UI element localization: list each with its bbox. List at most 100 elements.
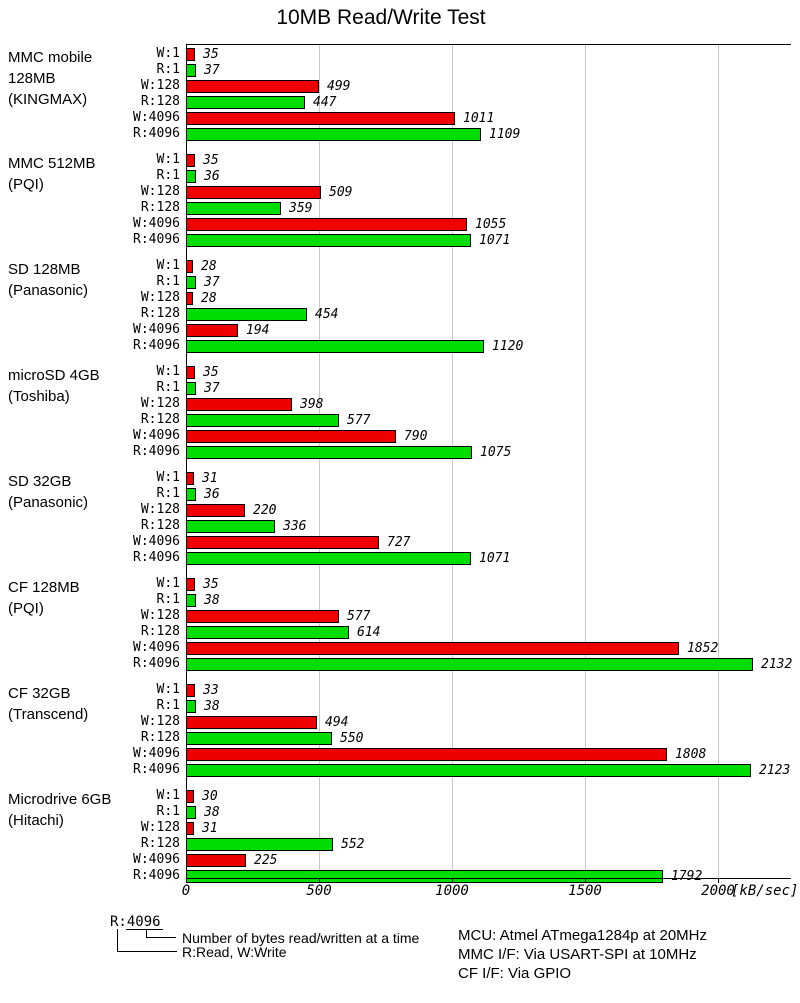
bar-row: R:128 359 bbox=[0, 200, 800, 216]
write-bar bbox=[186, 259, 193, 273]
bar-value-label: 35 bbox=[203, 152, 219, 168]
bar-value-label: 31 bbox=[202, 470, 218, 486]
bar-value-label: 499 bbox=[327, 78, 351, 94]
write-bar bbox=[186, 503, 245, 517]
bar-row: R:4096 1071 bbox=[0, 232, 800, 248]
device-label-line: (KINGMAX) bbox=[8, 91, 88, 108]
chart-group-7: W:1 30 R:1 38 W:128 31 R:128 552 W:4096 225 R:4096… bbox=[0, 788, 800, 884]
x-axis-tick-label-500: 500 bbox=[306, 883, 332, 899]
bar-value-label: 38 bbox=[204, 698, 220, 714]
bar-row-label: W:128 bbox=[140, 714, 180, 729]
x-axis-tick-0 bbox=[186, 879, 187, 883]
bar-value-label: 35 bbox=[203, 364, 219, 380]
write-bar bbox=[186, 291, 193, 305]
bar-row-label: W:4096 bbox=[133, 640, 180, 655]
bar-value-label: 37 bbox=[204, 274, 220, 290]
note-mcu: MCU: Atmel ATmega1284p at 20MHz bbox=[458, 927, 707, 944]
x-axis-tick-2000 bbox=[718, 879, 719, 883]
bar-row-label: R:1 bbox=[156, 168, 180, 183]
bar-value-label: 494 bbox=[325, 714, 349, 730]
bar-row-label: W:1 bbox=[156, 576, 180, 591]
read-bar bbox=[186, 95, 305, 109]
bar-row: W:1 28 bbox=[0, 258, 800, 274]
device-label-line: 128MB bbox=[8, 70, 56, 87]
read-bar bbox=[186, 763, 751, 777]
bar-value-label: 35 bbox=[203, 576, 219, 592]
bar-row: R:4096 1792 bbox=[0, 868, 800, 884]
bar-row-label: R:4096 bbox=[133, 126, 180, 141]
bar-row: W:1 30 bbox=[0, 788, 800, 804]
bar-value-label: 38 bbox=[204, 804, 220, 820]
write-bar bbox=[186, 715, 317, 729]
device-label-7: Microdrive 6GB (Hitachi) bbox=[8, 789, 168, 831]
bar-row-label: W:1 bbox=[156, 682, 180, 697]
bar-row-label: R:128 bbox=[140, 94, 180, 109]
read-bar bbox=[186, 519, 275, 533]
bar-row: R:4096 1109 bbox=[0, 126, 800, 142]
legend-connector-bytes-h bbox=[146, 937, 176, 938]
bar-row: W:128 509 bbox=[0, 184, 800, 200]
bar-row: W:128 220 bbox=[0, 502, 800, 518]
bar-value-label: 447 bbox=[313, 94, 337, 110]
bar-row-label: R:128 bbox=[140, 412, 180, 427]
write-bar bbox=[186, 789, 194, 803]
bar-value-label: 37 bbox=[204, 62, 220, 78]
bar-row-label: W:128 bbox=[140, 290, 180, 305]
bar-row-label: R:128 bbox=[140, 306, 180, 321]
bar-row: W:4096 1852 bbox=[0, 640, 800, 656]
bar-row: R:128 447 bbox=[0, 94, 800, 110]
bar-row: W:128 31 bbox=[0, 820, 800, 836]
bar-row-label: R:128 bbox=[140, 836, 180, 851]
bar-value-label: 1852 bbox=[687, 640, 719, 656]
read-bar bbox=[186, 657, 753, 671]
bar-row-label: W:128 bbox=[140, 184, 180, 199]
chart-group-1: W:1 35 R:1 36 W:128 509 R:128 359 W:4096 1055 R:40… bbox=[0, 152, 800, 248]
write-bar bbox=[186, 185, 321, 199]
bar-value-label: 1011 bbox=[463, 110, 495, 126]
bar-value-label: 35 bbox=[203, 46, 219, 62]
bar-row: R:1 37 bbox=[0, 274, 800, 290]
bar-row-label: R:4096 bbox=[133, 444, 180, 459]
read-bar bbox=[186, 731, 332, 745]
bar-row: W:128 499 bbox=[0, 78, 800, 94]
bar-row: W:4096 225 bbox=[0, 852, 800, 868]
bar-row: W:128 494 bbox=[0, 714, 800, 730]
write-bar bbox=[186, 217, 467, 231]
device-label-line: CF 32GB bbox=[8, 685, 71, 702]
bar-row: R:4096 1071 bbox=[0, 550, 800, 566]
bar-row-label: W:1 bbox=[156, 364, 180, 379]
device-label-line: (Toshiba) bbox=[8, 388, 70, 405]
bar-value-label: 220 bbox=[253, 502, 277, 518]
bar-value-label: 1109 bbox=[489, 126, 521, 142]
bar-row-label: W:1 bbox=[156, 46, 180, 61]
bar-row: W:128 28 bbox=[0, 290, 800, 306]
bar-value-label: 36 bbox=[204, 486, 220, 502]
read-bar bbox=[186, 625, 349, 639]
device-label-line: microSD 4GB bbox=[8, 367, 100, 384]
device-label-3: microSD 4GB (Toshiba) bbox=[8, 365, 168, 407]
chart-group-0: W:1 35 R:1 37 W:128 499 R:128 447 W:4096 1011 R:40… bbox=[0, 46, 800, 142]
bar-row-label: R:1 bbox=[156, 804, 180, 819]
write-bar bbox=[186, 535, 379, 549]
bar-value-label: 614 bbox=[357, 624, 381, 640]
read-bar bbox=[186, 445, 472, 459]
bar-row: R:128 454 bbox=[0, 306, 800, 322]
bar-value-label: 225 bbox=[254, 852, 278, 868]
bar-row-label: W:4096 bbox=[133, 216, 180, 231]
bar-row: R:4096 2123 bbox=[0, 762, 800, 778]
read-bar bbox=[186, 201, 281, 215]
read-bar bbox=[186, 381, 196, 395]
bar-value-label: 1071 bbox=[479, 550, 511, 566]
bar-row-label: W:4096 bbox=[133, 746, 180, 761]
read-bar bbox=[186, 413, 339, 427]
bar-row-label: W:128 bbox=[140, 396, 180, 411]
x-axis-tick-500 bbox=[319, 879, 320, 883]
read-bar bbox=[186, 805, 196, 819]
y-axis-line bbox=[186, 44, 187, 878]
bar-row-label: R:4096 bbox=[133, 338, 180, 353]
device-label-line: SD 128MB bbox=[8, 261, 81, 278]
x-axis-tick-label-1500: 1500 bbox=[568, 883, 602, 899]
bar-row: R:1 38 bbox=[0, 698, 800, 714]
bar-value-label: 2132 bbox=[761, 656, 793, 672]
device-label-line: CF 128MB bbox=[8, 579, 80, 596]
